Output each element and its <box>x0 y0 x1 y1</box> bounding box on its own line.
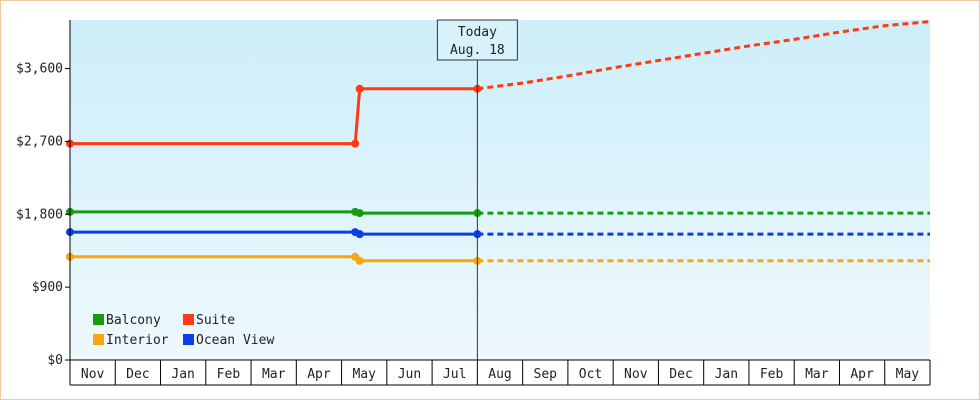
x-tick-label: May <box>352 367 376 382</box>
legend-label-ocean-view: Ocean View <box>196 333 274 348</box>
legend: Balcony Suite Interior Ocean View <box>93 313 274 348</box>
x-tick-label: Jul <box>443 367 466 382</box>
series-line-balcony <box>70 210 478 215</box>
x-tick-label: Mar <box>262 367 286 382</box>
series-point-suite <box>351 139 360 148</box>
x-ticks: Nov Dec Jan Feb Mar Apr May Jun Jul Aug Sep Oct Nov D… <box>69 360 931 385</box>
x-tick-label: Dec <box>669 367 692 382</box>
legend-label-interior: Interior <box>106 333 169 348</box>
today-box <box>436 19 518 61</box>
y-tick-label: $0 <box>47 353 63 368</box>
legend-swatch-ocean-view <box>183 334 194 345</box>
y-tick-label: $2,700 <box>16 134 63 149</box>
series-forecast-suite <box>477 20 931 91</box>
x-tick-label: Apr <box>307 367 331 382</box>
x-tick-label: Aug <box>488 367 511 382</box>
x-tick-label: Nov <box>81 367 105 382</box>
y-ticks: $0 $900 $1,800 $2,700 $3,600 <box>16 62 70 368</box>
x-tick-label: Oct <box>579 367 602 382</box>
series-layer <box>66 20 931 265</box>
series-point-interior <box>355 256 364 265</box>
x-tick-label: Dec <box>126 367 149 382</box>
legend-swatch-balcony <box>93 314 104 325</box>
plot-area <box>70 20 930 360</box>
series-point-ocean-view <box>355 230 364 239</box>
legend-label-balcony: Balcony <box>106 313 161 328</box>
x-tick-label: May <box>896 367 920 382</box>
series-line-suite <box>70 87 478 146</box>
x-tick-label: Nov <box>624 367 648 382</box>
x-tick-label: Sep <box>534 367 558 382</box>
y-tick-label: $3,600 <box>16 62 63 77</box>
y-tick-label: $1,800 <box>16 207 63 222</box>
today-date: Aug. 18 <box>450 43 505 58</box>
x-tick-label: Feb <box>217 367 241 382</box>
x-tick-label: Jan <box>715 367 738 382</box>
x-tick-label: Feb <box>760 367 784 382</box>
today-marker: Today Aug. 18 <box>436 19 518 360</box>
y-tick-label: $900 <box>32 280 63 295</box>
legend-swatch-interior <box>93 334 104 345</box>
legend-swatch-suite <box>183 314 194 325</box>
today-label: Today <box>458 25 497 40</box>
legend-label-suite: Suite <box>196 313 235 328</box>
series-point-balcony <box>355 209 364 218</box>
axes <box>69 20 930 386</box>
x-tick-label: Apr <box>850 367 874 382</box>
x-tick-label: Jan <box>171 367 194 382</box>
x-tick-label: Mar <box>805 367 829 382</box>
x-tick-label: Jun <box>398 367 421 382</box>
series-point-suite <box>355 84 364 93</box>
